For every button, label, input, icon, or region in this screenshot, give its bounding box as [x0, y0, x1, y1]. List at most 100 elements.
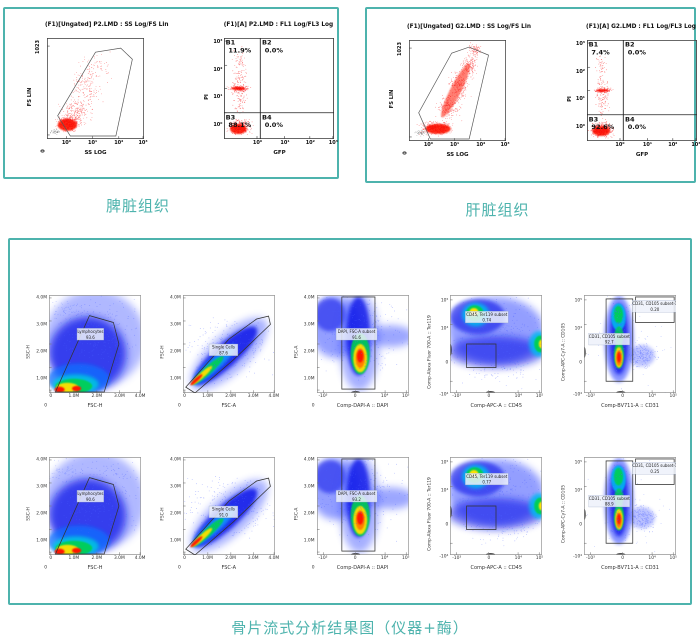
density-plot: FSC-A 4.0M 3.0M 2.0M 1.0M 0 DAPI, FSC-A subset… — [292, 457, 409, 571]
flow-plot-canvas — [409, 40, 506, 141]
y-tick: 10⁵ — [440, 460, 449, 466]
x-tick: 10³ — [328, 140, 338, 146]
dot-cloud — [459, 52, 478, 80]
y-axis-label: FSC-A — [292, 295, 302, 409]
y-tick: 0 — [445, 522, 449, 528]
gate-label-value: 91.6 — [352, 335, 361, 340]
density-blob — [539, 501, 543, 511]
plot-frame — [584, 295, 676, 393]
bone-section: SSC-H 4.0M 3.0M 2.0M 1.0M 0 Lymphocytes 93.6 0 1.… — [8, 238, 692, 638]
gate-label-value: 91.0 — [219, 512, 228, 517]
y-tick: 4.0M — [169, 295, 181, 301]
x-tick: 0 — [353, 556, 357, 561]
x-tick: 0 — [49, 394, 53, 399]
x-ticks: -10³ 0 10⁴ 10⁵ — [584, 556, 677, 562]
gate-label-box — [632, 300, 676, 313]
plot-main: Single Cells 87.6 0 1.0M 2.0M 3.0M 4.0M FSC-A — [182, 295, 279, 409]
density-plot: Comp-Alexa Fluor 700-A :: Ter119 10⁵ 10⁴ 0-… — [425, 457, 543, 571]
density-blob — [356, 511, 363, 525]
y-tick: 3.0M — [169, 322, 181, 328]
x-tick: 1.0M — [68, 394, 80, 399]
y-ticks: 4.0M 3.0M 2.0M 1.0M 0 — [302, 295, 317, 409]
x-ticks: 0 1.0M 2.0M 3.0M 4.0M — [183, 556, 279, 562]
y-tick: 10¹ — [575, 96, 585, 102]
y-tick: 10⁵ — [574, 460, 582, 466]
y-tick: 4.0M — [36, 295, 47, 301]
x-tick: 10⁴ — [514, 394, 523, 399]
density-blob — [72, 385, 82, 392]
y-ticks: 10⁵ 10⁴ 0 -10⁴ — [435, 295, 450, 409]
x-tick: 1.0M — [202, 556, 213, 561]
plot-body: Comp-APC-Cy7-A :: CD105 10⁵ 10⁴ 0 -10⁴ CD31, … — [559, 457, 677, 571]
density-blob — [316, 297, 346, 332]
dot-cloud — [472, 514, 537, 546]
x-tick: 10⁵ — [535, 394, 544, 399]
density-blob — [617, 513, 621, 525]
x-tick: 10⁰ — [615, 142, 625, 148]
quadrant-name: B1 — [589, 42, 599, 49]
x-tick: 10³ — [138, 140, 148, 146]
x-tick: -10³ — [318, 556, 328, 561]
gate-outline — [466, 505, 497, 530]
y-tick: 4.0M — [36, 457, 47, 463]
y-tick: 4.0M — [303, 295, 315, 301]
y-tick: 0 — [44, 403, 47, 409]
x-axis-label: Comp-DAPI-A :: DAPI — [336, 403, 389, 409]
density-blob — [534, 335, 543, 353]
x-ticks: 10⁰ 10¹ 10² 10³ — [47, 140, 148, 147]
y-tick: -10⁴ — [573, 392, 582, 398]
x-axis-label: GFP — [273, 150, 286, 156]
x-tick: 2.0M — [91, 394, 103, 399]
x-ticks: 10⁰ 10¹ 10² 10³ — [587, 142, 700, 149]
y-tick: 4.0M — [303, 457, 315, 463]
y-tick: 10⁴ — [574, 326, 582, 332]
y-axis-label-text: Comp-Alexa Fluor 700-A :: Ter119 — [427, 477, 433, 551]
dot-cloud — [50, 129, 60, 135]
x-tick: 10⁴ — [648, 556, 656, 561]
y-ticks: 1023 0 — [34, 38, 47, 156]
x-axis-label: FSC-A — [221, 403, 237, 409]
quadrant-value: 7.4% — [591, 50, 610, 57]
gate-label-box — [632, 462, 676, 475]
y-ticks: 4.0M 3.0M 2.0M 1.0M 0 — [168, 295, 183, 409]
gate-outline — [340, 296, 375, 390]
x-tick: 4.0M — [268, 394, 280, 399]
x-tick: 1.0M — [68, 556, 80, 561]
y-axis-label-text: FS LIN — [388, 89, 395, 109]
flow-plot-quadrant: (F1)[A] P2.LMD : FL1 Log/FL3 Log PI 10³ 10²… — [202, 9, 338, 177]
y-axis-label-text: Comp-Alexa Fluor 700-A :: Ter119 — [427, 315, 433, 389]
plot-main: Lymphocytes 90.6 0 1.0M 2.0M 3.0M 4.0M FSC-H — [49, 457, 145, 571]
plot-main: CD31, CD105 subset 92.7 CD31, CD105 subset… — [584, 295, 677, 409]
gate-outline — [184, 315, 271, 393]
x-axis-label: Comp-APC-A :: CD45 — [470, 403, 523, 409]
y-tick: 1023 — [35, 40, 42, 55]
quadrant-value: 0.0% — [265, 122, 284, 129]
gate-label-name: Single Cells — [212, 507, 235, 512]
x-ticks: 10⁰ 10¹ 10² 10³ — [224, 140, 338, 147]
x-axis-label: FSC-H — [87, 565, 103, 571]
plot-main: 10⁰ 10¹ 10² 10³ SS LOG — [47, 38, 148, 156]
density-blob — [613, 467, 624, 486]
flow-plot-quadrant: (F1)[A] G2.LMD : FL1 Log/FL3 Log PI 10³ 10²… — [565, 11, 700, 181]
gate-label-name: Lymphocytes — [77, 491, 103, 496]
x-tick: 10⁵ — [669, 394, 677, 399]
y-axis-label-text: Comp-APC-Cy7-A :: CD105 — [561, 322, 567, 382]
gate-label-value: 0.77 — [483, 480, 492, 485]
y-axis-label: Comp-APC-Cy7-A :: CD105 — [559, 295, 569, 409]
density-blob — [366, 325, 409, 347]
gate-label-box — [588, 333, 630, 346]
y-ticks: 4.0M 3.0M 2.0M 1.0M 0 — [34, 457, 49, 571]
gate-label-name: DAPI, FSC-A subset — [337, 491, 375, 496]
y-tick: 3.0M — [36, 484, 47, 490]
density-blob — [316, 459, 346, 494]
x-axis-label: Comp-BV711-A :: CD31 — [601, 403, 659, 409]
bone-panel: SSC-H 4.0M 3.0M 2.0M 1.0M 0 Lymphocytes 93.6 0 1.… — [8, 238, 692, 605]
density-blob — [190, 536, 203, 548]
x-tick: 1.0M — [202, 394, 213, 399]
gate-label-box — [76, 328, 104, 341]
density-blob — [617, 351, 621, 363]
x-tick: 0 — [183, 556, 186, 561]
